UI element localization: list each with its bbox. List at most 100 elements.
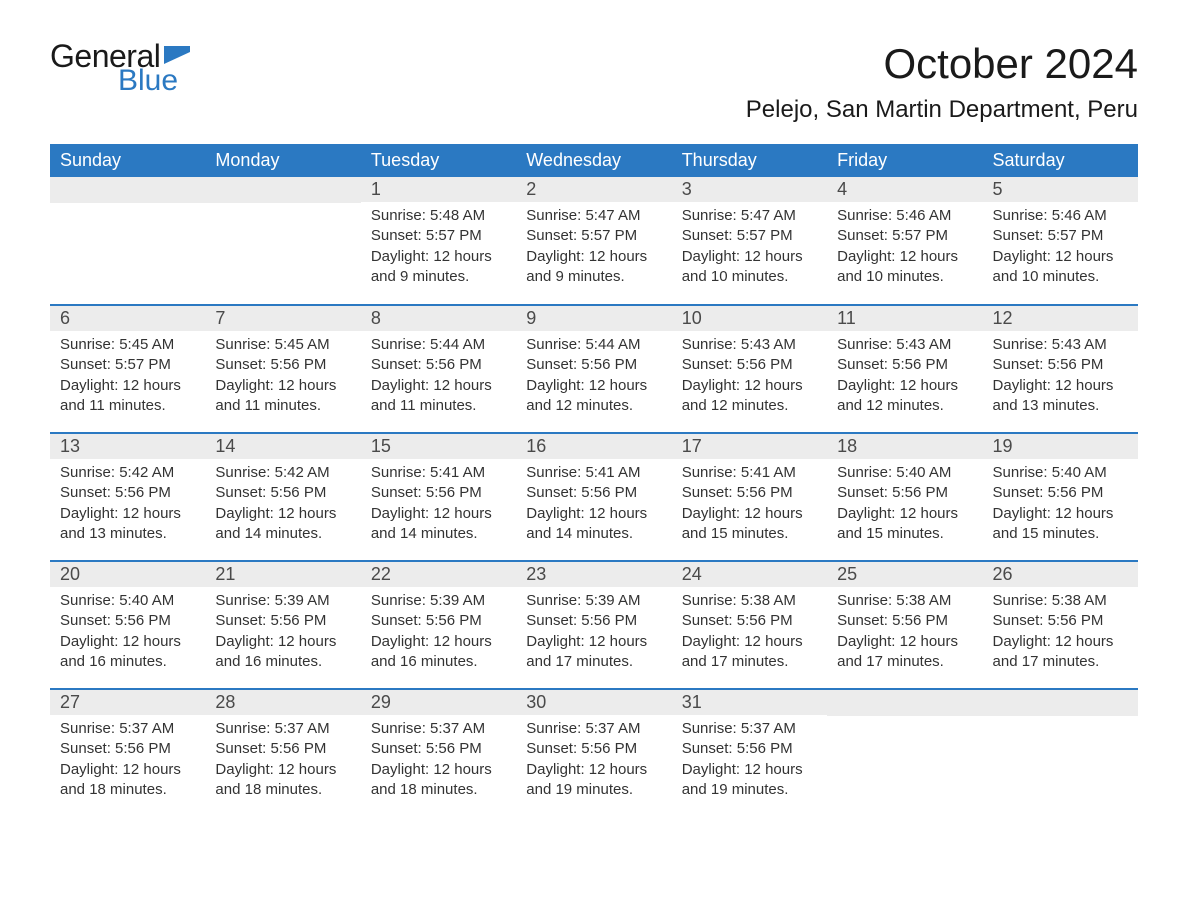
- day-details: Sunrise: 5:42 AMSunset: 5:56 PMDaylight:…: [205, 459, 360, 554]
- weekday-header-row: SundayMondayTuesdayWednesdayThursdayFrid…: [50, 144, 1138, 177]
- calendar-cell: 1Sunrise: 5:48 AMSunset: 5:57 PMDaylight…: [361, 177, 516, 305]
- calendar-cell: 9Sunrise: 5:44 AMSunset: 5:56 PMDaylight…: [516, 305, 671, 433]
- location-subtitle: Pelejo, San Martin Department, Peru: [746, 96, 1138, 124]
- calendar-cell: 21Sunrise: 5:39 AMSunset: 5:56 PMDayligh…: [205, 561, 360, 689]
- day-details: Sunrise: 5:37 AMSunset: 5:56 PMDaylight:…: [205, 715, 360, 810]
- sunrise-line: Sunrise: 5:46 AM: [993, 206, 1128, 226]
- sunset-line: Sunset: 5:56 PM: [526, 483, 661, 503]
- daylight-line: Daylight: 12 hours and 16 minutes.: [215, 632, 350, 673]
- day-details: Sunrise: 5:43 AMSunset: 5:56 PMDaylight:…: [827, 331, 982, 426]
- weekday-header: Sunday: [50, 144, 205, 177]
- day-details: Sunrise: 5:41 AMSunset: 5:56 PMDaylight:…: [361, 459, 516, 554]
- calendar-cell: 26Sunrise: 5:38 AMSunset: 5:56 PMDayligh…: [983, 561, 1138, 689]
- day-number-empty: [983, 690, 1138, 716]
- day-details: Sunrise: 5:38 AMSunset: 5:56 PMDaylight:…: [827, 587, 982, 682]
- day-number: 1: [361, 177, 516, 202]
- calendar-row: 13Sunrise: 5:42 AMSunset: 5:56 PMDayligh…: [50, 433, 1138, 561]
- day-number: 9: [516, 306, 671, 331]
- calendar-table: SundayMondayTuesdayWednesdayThursdayFrid…: [50, 144, 1138, 817]
- day-number-empty: [50, 177, 205, 203]
- sunset-line: Sunset: 5:56 PM: [682, 611, 817, 631]
- day-details: Sunrise: 5:47 AMSunset: 5:57 PMDaylight:…: [672, 202, 827, 297]
- logo: General Blue: [50, 40, 190, 96]
- page-title: October 2024: [746, 40, 1138, 88]
- calendar-cell: 25Sunrise: 5:38 AMSunset: 5:56 PMDayligh…: [827, 561, 982, 689]
- day-number: 29: [361, 690, 516, 715]
- day-number: 12: [983, 306, 1138, 331]
- calendar-cell: 22Sunrise: 5:39 AMSunset: 5:56 PMDayligh…: [361, 561, 516, 689]
- calendar-cell: 14Sunrise: 5:42 AMSunset: 5:56 PMDayligh…: [205, 433, 360, 561]
- calendar-cell: 27Sunrise: 5:37 AMSunset: 5:56 PMDayligh…: [50, 689, 205, 817]
- sunrise-line: Sunrise: 5:37 AM: [215, 719, 350, 739]
- daylight-line: Daylight: 12 hours and 10 minutes.: [993, 247, 1128, 288]
- sunset-line: Sunset: 5:56 PM: [215, 355, 350, 375]
- sunrise-line: Sunrise: 5:42 AM: [215, 463, 350, 483]
- sunrise-line: Sunrise: 5:41 AM: [682, 463, 817, 483]
- calendar-cell: 12Sunrise: 5:43 AMSunset: 5:56 PMDayligh…: [983, 305, 1138, 433]
- day-number: 2: [516, 177, 671, 202]
- sunset-line: Sunset: 5:56 PM: [837, 483, 972, 503]
- day-number: 11: [827, 306, 982, 331]
- weekday-header: Monday: [205, 144, 360, 177]
- day-details: Sunrise: 5:45 AMSunset: 5:56 PMDaylight:…: [205, 331, 360, 426]
- calendar-cell: 3Sunrise: 5:47 AMSunset: 5:57 PMDaylight…: [672, 177, 827, 305]
- calendar-cell-empty: [827, 689, 982, 817]
- sunrise-line: Sunrise: 5:38 AM: [837, 591, 972, 611]
- calendar-row: 1Sunrise: 5:48 AMSunset: 5:57 PMDaylight…: [50, 177, 1138, 305]
- sunset-line: Sunset: 5:57 PM: [60, 355, 195, 375]
- sunrise-line: Sunrise: 5:43 AM: [993, 335, 1128, 355]
- weekday-header: Wednesday: [516, 144, 671, 177]
- calendar-cell-empty: [50, 177, 205, 305]
- sunset-line: Sunset: 5:56 PM: [526, 739, 661, 759]
- day-number: 24: [672, 562, 827, 587]
- daylight-line: Daylight: 12 hours and 17 minutes.: [837, 632, 972, 673]
- daylight-line: Daylight: 12 hours and 10 minutes.: [682, 247, 817, 288]
- day-details: Sunrise: 5:40 AMSunset: 5:56 PMDaylight:…: [50, 587, 205, 682]
- day-number: 20: [50, 562, 205, 587]
- sunset-line: Sunset: 5:56 PM: [682, 739, 817, 759]
- daylight-line: Daylight: 12 hours and 18 minutes.: [371, 760, 506, 801]
- daylight-line: Daylight: 12 hours and 14 minutes.: [215, 504, 350, 545]
- sunset-line: Sunset: 5:56 PM: [682, 355, 817, 375]
- day-number: 22: [361, 562, 516, 587]
- daylight-line: Daylight: 12 hours and 17 minutes.: [682, 632, 817, 673]
- day-details: Sunrise: 5:39 AMSunset: 5:56 PMDaylight:…: [205, 587, 360, 682]
- sunset-line: Sunset: 5:56 PM: [371, 611, 506, 631]
- calendar-cell: 5Sunrise: 5:46 AMSunset: 5:57 PMDaylight…: [983, 177, 1138, 305]
- sunrise-line: Sunrise: 5:45 AM: [215, 335, 350, 355]
- day-number: 3: [672, 177, 827, 202]
- sunset-line: Sunset: 5:56 PM: [60, 611, 195, 631]
- daylight-line: Daylight: 12 hours and 11 minutes.: [215, 376, 350, 417]
- sunset-line: Sunset: 5:56 PM: [215, 483, 350, 503]
- header: General Blue October 2024 Pelejo, San Ma…: [50, 40, 1138, 124]
- daylight-line: Daylight: 12 hours and 15 minutes.: [837, 504, 972, 545]
- day-number: 31: [672, 690, 827, 715]
- weekday-header: Saturday: [983, 144, 1138, 177]
- calendar-cell: 7Sunrise: 5:45 AMSunset: 5:56 PMDaylight…: [205, 305, 360, 433]
- day-number: 26: [983, 562, 1138, 587]
- sunrise-line: Sunrise: 5:41 AM: [526, 463, 661, 483]
- daylight-line: Daylight: 12 hours and 11 minutes.: [371, 376, 506, 417]
- daylight-line: Daylight: 12 hours and 17 minutes.: [993, 632, 1128, 673]
- day-number: 23: [516, 562, 671, 587]
- day-number: 6: [50, 306, 205, 331]
- sunrise-line: Sunrise: 5:43 AM: [837, 335, 972, 355]
- calendar-cell: 2Sunrise: 5:47 AMSunset: 5:57 PMDaylight…: [516, 177, 671, 305]
- day-number: 4: [827, 177, 982, 202]
- day-details: Sunrise: 5:40 AMSunset: 5:56 PMDaylight:…: [983, 459, 1138, 554]
- sunrise-line: Sunrise: 5:37 AM: [682, 719, 817, 739]
- sunset-line: Sunset: 5:56 PM: [993, 611, 1128, 631]
- sunrise-line: Sunrise: 5:39 AM: [526, 591, 661, 611]
- sunrise-line: Sunrise: 5:38 AM: [682, 591, 817, 611]
- calendar-cell: 29Sunrise: 5:37 AMSunset: 5:56 PMDayligh…: [361, 689, 516, 817]
- calendar-cell: 13Sunrise: 5:42 AMSunset: 5:56 PMDayligh…: [50, 433, 205, 561]
- calendar-cell: 31Sunrise: 5:37 AMSunset: 5:56 PMDayligh…: [672, 689, 827, 817]
- sunrise-line: Sunrise: 5:44 AM: [526, 335, 661, 355]
- daylight-line: Daylight: 12 hours and 17 minutes.: [526, 632, 661, 673]
- day-number: 13: [50, 434, 205, 459]
- sunset-line: Sunset: 5:56 PM: [371, 483, 506, 503]
- calendar-body: 1Sunrise: 5:48 AMSunset: 5:57 PMDaylight…: [50, 177, 1138, 817]
- day-number: 17: [672, 434, 827, 459]
- sunset-line: Sunset: 5:56 PM: [993, 355, 1128, 375]
- calendar-row: 6 Sunrise: 5:45 AM Sunset: 5:57 PM Daylight…: [50, 305, 1138, 433]
